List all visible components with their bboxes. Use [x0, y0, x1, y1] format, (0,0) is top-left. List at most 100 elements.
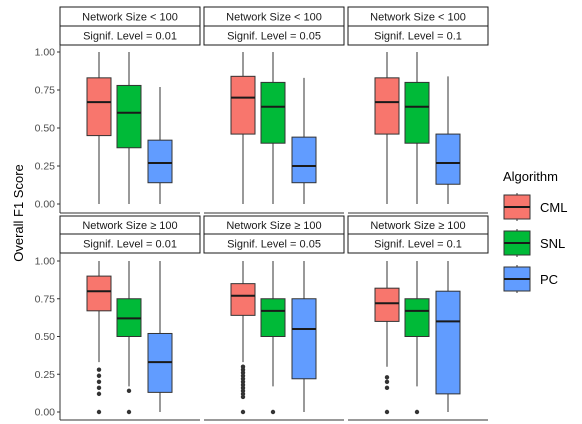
outlier-point [240, 385, 246, 391]
box-iqr [435, 290, 461, 395]
outlier-point [96, 391, 102, 397]
box-iqr [86, 77, 112, 137]
strip-box-bottom [203, 233, 345, 254]
outlier-point [96, 385, 102, 391]
outlier-point [240, 376, 246, 381]
outlier-point [240, 379, 246, 384]
box-pc [147, 86, 173, 204]
legend: Algorithm CML SNL PC [503, 169, 567, 293]
box-cml [230, 52, 256, 204]
strip-box-bottom [59, 233, 201, 254]
y-tick-label: 1.00 [35, 47, 56, 59]
box-cml [86, 52, 112, 204]
y-tick-label: 0.50 [35, 123, 56, 135]
facet-panel: Network Size < 100 Signif. Level = 0.1 [347, 6, 489, 214]
legend-label: CML [540, 200, 567, 215]
strip-label-network-size: Network Size ≥ 100 [82, 220, 177, 232]
box-snl [260, 52, 286, 204]
facet-panel: Network Size < 100 Signif. Level = 0.01 0.… [35, 6, 201, 214]
facet-panel: Network Size ≥ 100 Signif. Level = 0.05 [203, 215, 345, 421]
box-iqr [147, 139, 173, 184]
strip-label-signif-level: Signif. Level = 0.05 [227, 31, 321, 43]
outlier-point [96, 367, 102, 372]
outlier-point [126, 409, 132, 415]
box-iqr [291, 136, 317, 184]
facet-panels: Network Size < 100 Signif. Level = 0.01 0.… [35, 6, 489, 421]
box-iqr [374, 287, 400, 322]
strip-box-bottom [59, 25, 201, 46]
facet-panel: Network Size < 100 Signif. Level = 0.05 [203, 6, 345, 214]
y-tick-label: 0.00 [35, 407, 56, 419]
strip-label-network-size: Network Size ≥ 100 [226, 220, 321, 232]
outlier-point [240, 382, 246, 388]
box-cml [230, 261, 256, 415]
strip-label-signif-level: Signif. Level = 0.01 [83, 31, 177, 43]
box-cml [86, 261, 112, 415]
box-iqr [404, 298, 430, 337]
outlier-point [96, 379, 102, 384]
outlier-point [240, 364, 246, 369]
box-snl [116, 52, 142, 204]
box-iqr [230, 75, 256, 135]
strip-label-network-size: Network Size < 100 [370, 12, 466, 24]
box-iqr [260, 298, 286, 337]
y-tick-label: 1.00 [35, 256, 56, 268]
outlier-point [414, 409, 420, 415]
box-cml [374, 261, 400, 415]
y-tick-label: 0.50 [35, 331, 56, 343]
outlier-point [384, 409, 390, 415]
outlier-point [240, 409, 246, 415]
strip-box-bottom [203, 25, 345, 46]
legend-item-snl: SNL [503, 229, 565, 257]
outlier-point [240, 394, 246, 400]
outlier-point [240, 391, 246, 397]
strip-label-signif-level: Signif. Level = 0.01 [83, 239, 177, 251]
facet-panel: Network Size ≥ 100 Signif. Level = 0.01 0.… [35, 215, 201, 421]
outlier-point [240, 367, 246, 372]
outlier-point [240, 370, 246, 375]
box-snl [404, 52, 430, 204]
box-cml [374, 52, 400, 204]
legend-item-pc: PC [503, 265, 558, 293]
legend-title: Algorithm [503, 169, 558, 184]
strip-label-network-size: Network Size < 100 [226, 12, 322, 24]
y-tick-label: 0.75 [35, 293, 56, 305]
outlier-point [240, 388, 246, 394]
box-snl [116, 261, 142, 415]
box-iqr [404, 81, 430, 144]
box-iqr [374, 77, 400, 135]
box-pc [291, 77, 317, 204]
box-iqr [230, 283, 256, 316]
outlier-point [240, 373, 246, 378]
box-iqr [86, 275, 112, 312]
strip-label-signif-level: Signif. Level = 0.1 [374, 31, 462, 43]
outlier-point [384, 379, 390, 384]
strip-label-signif-level: Signif. Level = 0.1 [374, 239, 462, 251]
outlier-point [126, 388, 132, 394]
box-iqr [291, 298, 317, 380]
box-pc [435, 76, 461, 204]
facet-panel: Network Size ≥ 100 Signif. Level = 0.1 [347, 215, 489, 421]
legend-label: PC [540, 272, 558, 287]
legend-items: CML SNL PC [503, 193, 567, 293]
box-iqr [116, 84, 142, 149]
outlier-point [384, 375, 390, 380]
box-snl [260, 261, 286, 415]
outlier-point [270, 409, 276, 415]
outlier-point [96, 373, 102, 378]
box-snl [404, 261, 430, 415]
box-pc [147, 261, 173, 412]
outlier-point [384, 385, 390, 391]
strip-box-bottom [347, 233, 489, 254]
outlier-point [96, 409, 102, 415]
box-iqr [435, 133, 461, 185]
strip-box-bottom [347, 25, 489, 46]
y-tick-label: 0.75 [35, 85, 56, 97]
box-iqr [260, 81, 286, 144]
strip-label-network-size: Network Size < 100 [82, 12, 178, 24]
box-pc [435, 261, 461, 412]
legend-item-cml: CML [503, 193, 567, 221]
y-tick-label: 0.25 [35, 369, 56, 381]
legend-label: SNL [540, 236, 565, 251]
y-tick-label: 0.00 [35, 199, 56, 211]
